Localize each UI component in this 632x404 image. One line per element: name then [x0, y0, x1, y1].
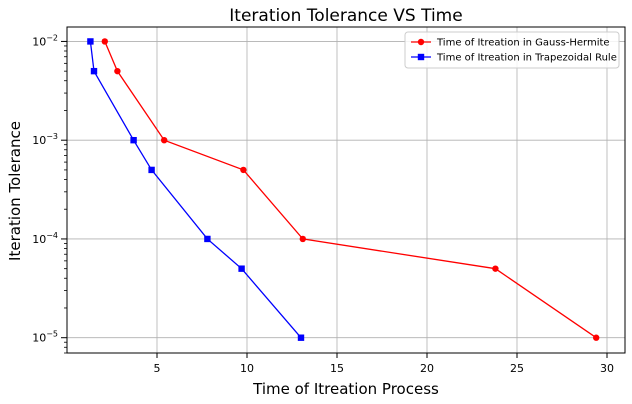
legend-marker: [417, 38, 425, 46]
chart-title: Iteration Tolerance VS Time: [229, 6, 462, 26]
data-point: [148, 166, 155, 174]
data-point: [492, 265, 499, 272]
data-point: [299, 235, 306, 243]
x-tick-label: 25: [510, 362, 524, 375]
y-tick-label: 10−3: [32, 132, 58, 147]
data-point: [130, 136, 137, 144]
series-layer: [87, 38, 600, 341]
x-tick-label: 30: [600, 362, 614, 375]
tick-layer: 5 10 15 20 25 30 10−2 10−3 10−4 10−5: [32, 33, 614, 375]
y-tick-label: 10−5: [32, 330, 58, 345]
x-tick-label: 5: [154, 362, 161, 375]
plot-frame: [66, 26, 626, 354]
y-tick-label: 10−2: [32, 33, 58, 48]
x-tick-label: 15: [330, 362, 344, 375]
series-line-0: [104, 41, 597, 339]
data-point: [87, 38, 94, 45]
x-axis-label: Time of Itreation Process: [252, 380, 439, 398]
x-tick-label: 20: [420, 362, 434, 375]
data-point: [297, 334, 305, 341]
data-point: [114, 67, 121, 75]
data-point: [238, 265, 245, 272]
legend-label: Time of Itreation in Trapezoidal Rule: [436, 53, 617, 64]
data-point: [240, 166, 247, 174]
grid-layer: [67, 27, 625, 353]
x-tick-label: 10: [240, 362, 254, 375]
legend-box: [404, 31, 620, 69]
data-point: [204, 235, 211, 243]
y-axis-label: Iteration Tolerance: [6, 121, 24, 261]
data-point: [161, 136, 168, 144]
y-tick-label: 10−4: [32, 231, 58, 246]
legend-marker: [417, 53, 425, 61]
data-point: [90, 67, 98, 75]
data-point: [593, 334, 600, 341]
data-point: [101, 38, 109, 45]
series-line-1: [89, 41, 302, 339]
legend-label: Time of Itreation in Gauss-Hermite: [436, 38, 610, 49]
legend: Time of Itreation in Gauss-Hermite Time o…: [404, 31, 620, 69]
